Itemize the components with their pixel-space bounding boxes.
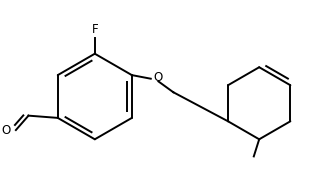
Text: F: F [91, 23, 98, 36]
Text: O: O [1, 124, 11, 137]
Text: O: O [153, 71, 162, 84]
